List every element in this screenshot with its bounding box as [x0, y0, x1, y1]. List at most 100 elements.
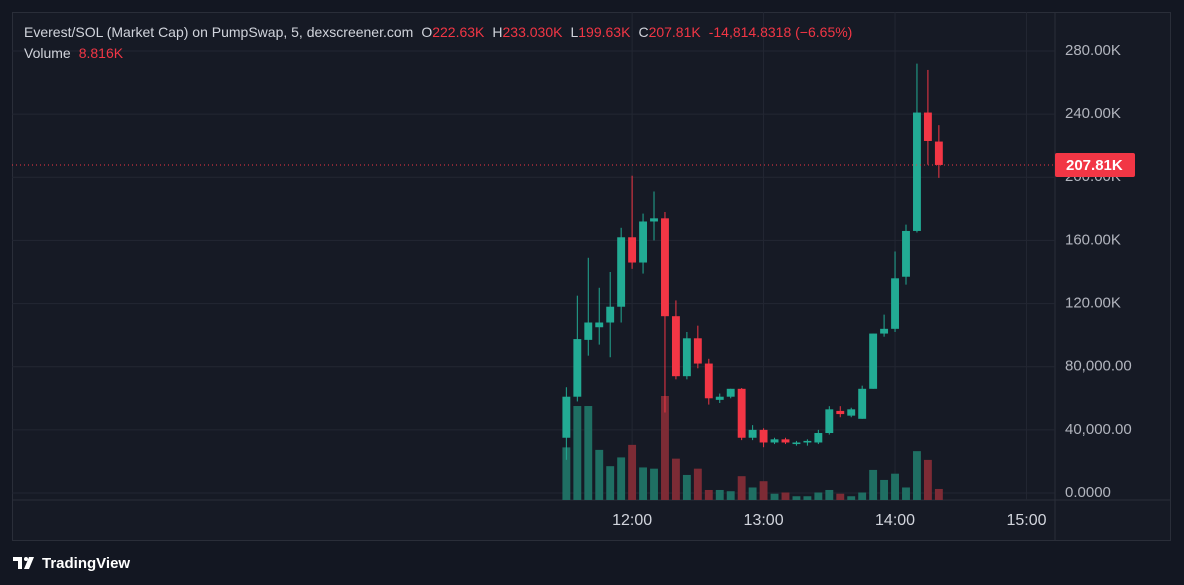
candle-body — [617, 237, 626, 307]
candle-body — [803, 440, 812, 443]
title: Everest/SOL (Market Cap) on PumpSwap, 5,… — [24, 24, 413, 40]
volume-bar — [573, 406, 582, 500]
open-value: 222.63K — [432, 24, 485, 40]
candle-body — [814, 433, 823, 443]
volume-label: Volume — [24, 45, 71, 61]
candle-body — [693, 338, 702, 364]
candle-body — [759, 429, 768, 443]
volume-bar — [595, 449, 604, 500]
volume-bar — [693, 468, 702, 500]
volume-bar — [704, 489, 713, 500]
candle-body — [847, 409, 856, 416]
y-tick-label: 160.00K — [1065, 231, 1121, 248]
volume-bar — [814, 492, 823, 500]
candle-body — [704, 363, 713, 399]
volume-legend: Volume 8.816K — [24, 45, 124, 61]
candle-body — [595, 322, 604, 328]
candle-body — [573, 339, 582, 397]
candle-body — [748, 429, 757, 438]
volume-bar — [671, 458, 680, 500]
candle-body — [671, 316, 680, 377]
y-tick-label: 80,000.00 — [1065, 358, 1132, 375]
volume-bar — [836, 493, 845, 500]
volume-bar — [759, 481, 768, 500]
volume-bar — [584, 406, 593, 500]
candle-body — [781, 439, 790, 443]
volume-bar — [858, 492, 867, 500]
candle-body — [913, 112, 921, 231]
logo-dot — [24, 557, 28, 561]
candle-body — [606, 306, 615, 323]
candle-body — [661, 218, 669, 317]
volume-bar — [792, 496, 801, 500]
y-tick-label: 0.0000 — [1065, 484, 1111, 501]
candle-body — [639, 221, 648, 263]
x-tick-label: 15:00 — [1006, 512, 1046, 529]
open-label: O — [421, 24, 432, 40]
logo-mark — [13, 557, 34, 569]
volume-bar — [825, 489, 834, 500]
y-tick-label: 280.00K — [1065, 42, 1121, 59]
y-tick-label: 240.00K — [1065, 105, 1121, 122]
volume-bar — [934, 488, 943, 500]
brand: TradingView — [42, 555, 130, 572]
candle-body — [562, 396, 571, 438]
x-tick-label: 12:00 — [612, 512, 652, 529]
volume-value: 8.816K — [79, 45, 124, 61]
volume-bar — [923, 459, 932, 500]
last-price-label: 207.81K — [1066, 157, 1123, 174]
close-value: 207.81K — [649, 24, 702, 40]
volume-bar — [737, 476, 746, 500]
high-label: H — [492, 24, 502, 40]
candle-body — [880, 328, 889, 334]
high-value: 233.030K — [503, 24, 564, 40]
low-label: L — [570, 24, 578, 40]
candle-body — [628, 237, 637, 263]
volume-bar — [770, 493, 779, 500]
volume-bar — [650, 468, 658, 500]
candle-body — [825, 409, 834, 434]
candle-body — [792, 442, 801, 445]
volume-bar — [661, 396, 669, 500]
candle-body — [902, 230, 910, 277]
change-value: -14,814.8318 (−6.65%) — [709, 24, 853, 40]
candle-body — [891, 278, 899, 329]
candle-body — [934, 141, 943, 165]
volume-bar — [902, 487, 910, 500]
candle-body — [869, 333, 878, 389]
candle-body — [682, 338, 691, 377]
candle-body — [923, 112, 932, 141]
volume-bar — [891, 473, 899, 500]
volume-bar — [913, 451, 921, 500]
candle-body — [584, 322, 593, 340]
close-label: C — [638, 24, 648, 40]
x-tick-label: 13:00 — [744, 512, 784, 529]
candle-body — [726, 388, 735, 397]
volume-bar — [715, 489, 724, 500]
volume-bar — [869, 469, 878, 500]
marks — [562, 63, 943, 500]
volume-bar — [803, 496, 812, 500]
volume-bar — [748, 487, 757, 500]
volume-bar — [639, 467, 648, 500]
candle-body — [650, 218, 658, 222]
volume-bar — [847, 496, 856, 500]
volume-bar — [606, 466, 615, 500]
volume-bar — [628, 444, 637, 500]
volume-bar — [562, 447, 571, 500]
low-value: 199.63K — [578, 24, 631, 40]
volume-bar — [682, 474, 691, 500]
candle-body — [737, 388, 746, 438]
x-tick-label: 14:00 — [875, 512, 915, 529]
logo: TradingView — [13, 555, 130, 572]
candle-body — [770, 439, 779, 443]
chart-title: Everest/SOL (Market Cap) on PumpSwap, 5,… — [24, 24, 852, 40]
volume-bar — [880, 479, 889, 500]
y-tick-label: 120.00K — [1065, 295, 1121, 312]
candle-body — [858, 388, 867, 419]
y-tick-label: 40,000.00 — [1065, 421, 1132, 438]
volume-bar — [617, 457, 626, 500]
candle-body — [836, 410, 845, 415]
volume-bar — [726, 491, 735, 500]
